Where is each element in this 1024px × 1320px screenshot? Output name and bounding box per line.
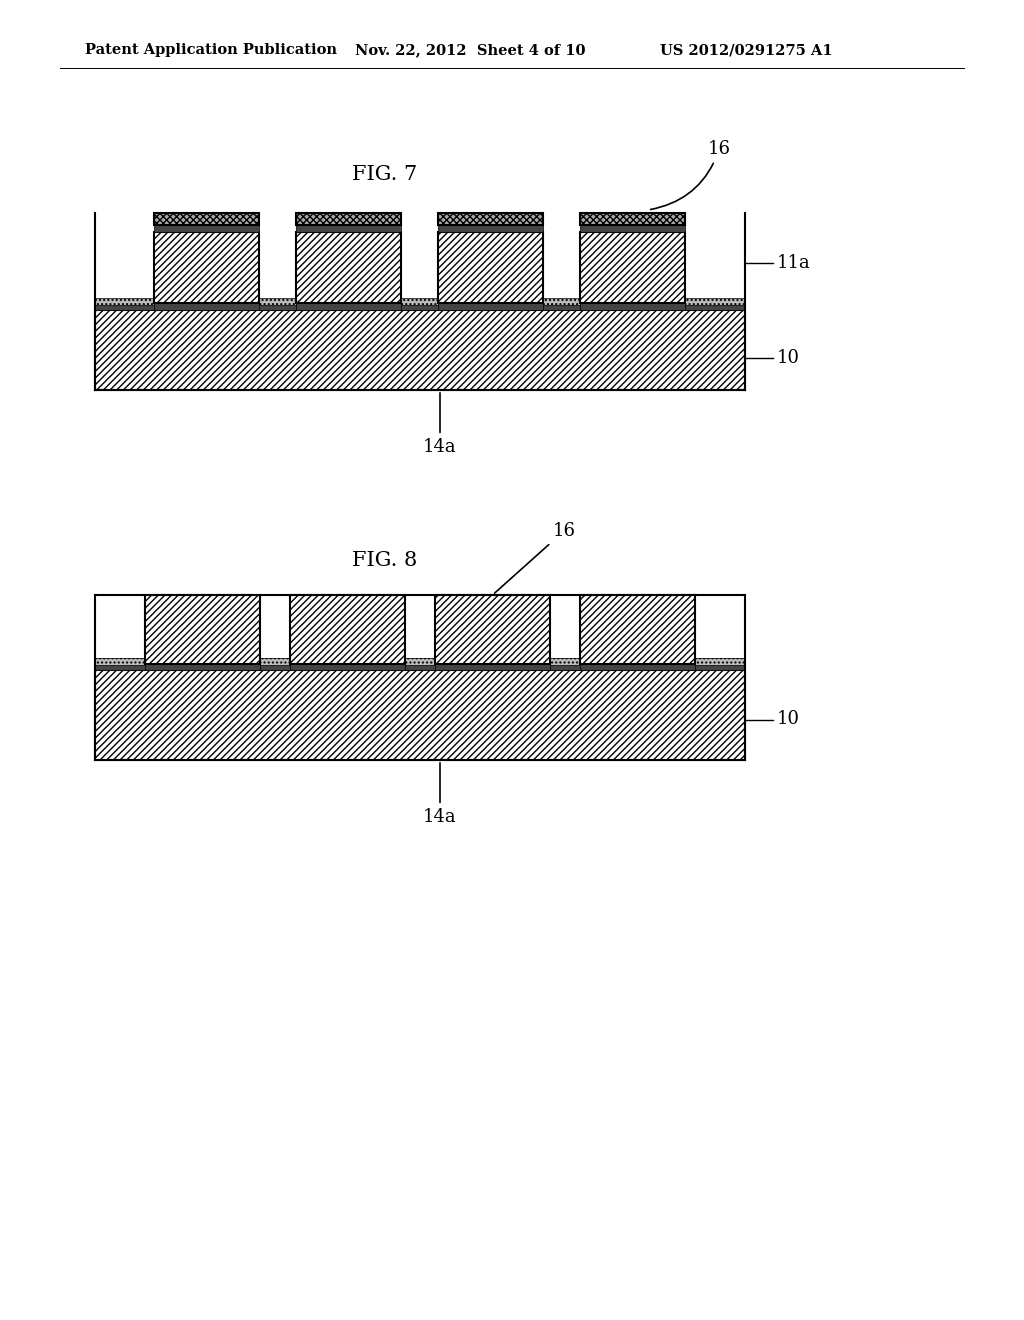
Bar [296,232,401,304]
Bar [406,657,435,665]
Text: FIG. 8: FIG. 8 [352,550,418,569]
Bar [435,595,550,664]
Bar [259,305,296,310]
Bar [401,305,438,310]
Bar [154,232,259,304]
Bar [550,657,580,665]
Bar [685,298,745,305]
Bar [695,657,745,665]
Bar [259,298,296,305]
Bar [580,595,695,664]
Text: 14a: 14a [423,393,457,455]
Text: 10: 10 [777,348,800,367]
Bar [154,232,259,304]
Bar [95,305,154,310]
Bar [580,224,685,232]
Bar [685,298,745,305]
Bar [95,657,145,665]
Bar [296,304,401,310]
Bar [95,665,145,671]
Text: 11a: 11a [777,255,811,272]
Bar [260,657,290,665]
Bar [145,595,260,664]
Bar [154,213,259,224]
Bar [580,213,685,224]
Bar [95,298,154,305]
Bar [145,664,260,671]
Bar [259,298,296,305]
Bar [290,664,406,671]
Bar [260,657,290,665]
Bar [580,213,685,224]
Bar [580,595,695,664]
Bar [296,213,401,224]
Bar [154,213,259,224]
Bar [406,657,435,665]
Text: Nov. 22, 2012  Sheet 4 of 10: Nov. 22, 2012 Sheet 4 of 10 [355,44,586,57]
Bar [95,298,154,305]
Bar [260,665,290,671]
Bar [580,664,695,671]
Bar [580,304,685,310]
Bar [95,310,745,389]
Bar [543,298,580,305]
Bar [401,298,438,305]
Bar [95,310,745,389]
Bar [290,595,406,664]
Bar [296,213,401,224]
Bar [695,665,745,671]
Bar [438,213,543,224]
Text: 10: 10 [777,710,800,729]
Bar [95,657,145,665]
Text: FIG. 7: FIG. 7 [352,165,418,185]
Bar [543,298,580,305]
Bar [145,595,260,664]
Bar [154,224,259,232]
Bar [296,232,401,304]
Bar [406,665,435,671]
Bar [438,232,543,304]
Bar [550,665,580,671]
Bar [95,671,745,760]
Bar [401,298,438,305]
Bar [550,657,580,665]
Text: 14a: 14a [423,763,457,826]
Bar [685,305,745,310]
Bar [543,305,580,310]
Bar [438,213,543,224]
Bar [95,671,745,760]
Bar [154,304,259,310]
Text: 16: 16 [495,521,575,593]
Bar [435,595,550,664]
Bar [435,664,550,671]
Bar [438,232,543,304]
Text: Patent Application Publication: Patent Application Publication [85,44,337,57]
Bar [290,595,406,664]
Bar [438,304,543,310]
Bar [580,232,685,304]
Text: US 2012/0291275 A1: US 2012/0291275 A1 [660,44,833,57]
Text: 16: 16 [650,140,731,210]
Bar [580,232,685,304]
Bar [695,657,745,665]
Bar [296,224,401,232]
Bar [438,224,543,232]
